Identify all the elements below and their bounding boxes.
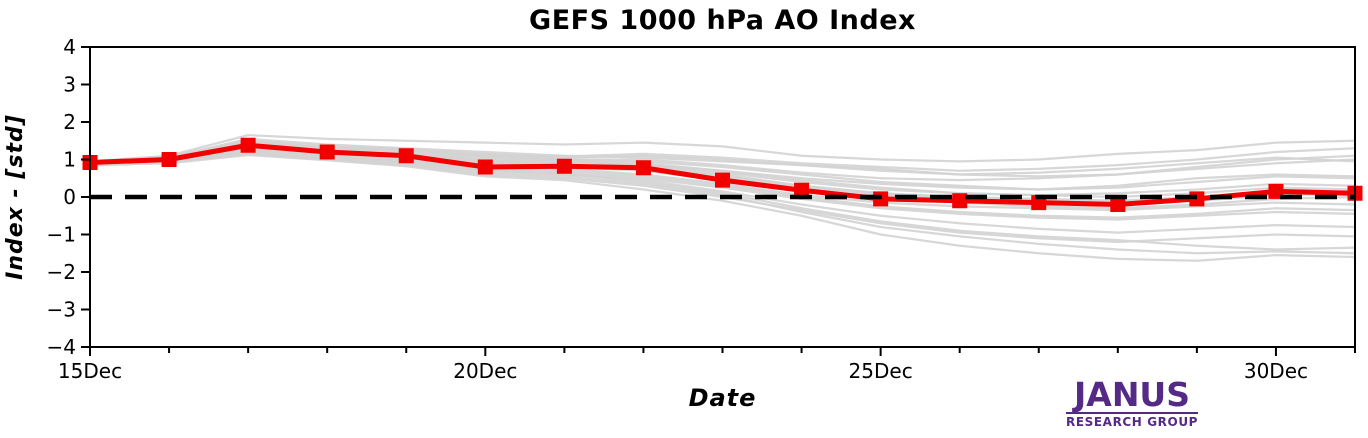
ensemble-member-line xyxy=(89,153,1356,262)
mean-marker xyxy=(952,193,968,209)
mean-marker xyxy=(477,159,493,175)
mean-marker xyxy=(161,152,177,167)
y-tick-label: 0 xyxy=(63,185,76,209)
mean-marker xyxy=(398,148,414,164)
mean-marker xyxy=(635,160,651,176)
x-axis-ticks: 15Dec 20Dec 25Dec 30Dec xyxy=(58,347,1356,383)
y-axis-ticks: 4 3 2 1 0 −1 −2 −3 −4 xyxy=(47,35,90,359)
ensemble-member-line xyxy=(89,150,1356,251)
janus-logo-subtitle: RESEARCH GROUP xyxy=(1066,415,1199,429)
y-tick-label: 2 xyxy=(63,110,76,134)
y-tick-label: −1 xyxy=(47,223,76,247)
y-tick-label: 4 xyxy=(63,35,76,59)
ensemble-member-line xyxy=(89,140,1356,172)
janus-logo-wordmark: JANUS xyxy=(1074,375,1190,414)
mean-marker xyxy=(319,144,335,160)
mean-marker xyxy=(556,158,572,174)
y-axis-label: Index - [std] xyxy=(3,114,28,280)
y-tick-label: 1 xyxy=(63,148,76,172)
x-tick-label: 15Dec xyxy=(58,359,122,383)
y-tick-label: −3 xyxy=(47,298,76,322)
mean-marker xyxy=(794,182,810,198)
x-axis-label: Date xyxy=(688,384,757,412)
y-tick-label: 3 xyxy=(63,73,76,97)
x-tick-label: 25Dec xyxy=(849,359,913,383)
janus-logo-rule xyxy=(1066,412,1198,414)
y-tick-label: −2 xyxy=(47,260,76,284)
x-tick-label: 20Dec xyxy=(453,359,517,383)
x-tick-label: 30Dec xyxy=(1244,359,1308,383)
ensemble-member-line xyxy=(89,141,1356,182)
mean-marker xyxy=(1268,183,1284,199)
ensemble-member-line xyxy=(89,134,1356,163)
mean-marker xyxy=(715,172,730,188)
mean-marker xyxy=(240,137,256,153)
janus-logo: JANUS RESEARCH GROUP xyxy=(1066,378,1198,428)
mean-marker xyxy=(1110,197,1126,212)
chart-title: GEFS 1000 hPa AO Index xyxy=(529,5,916,36)
y-tick-label: −4 xyxy=(47,335,76,359)
